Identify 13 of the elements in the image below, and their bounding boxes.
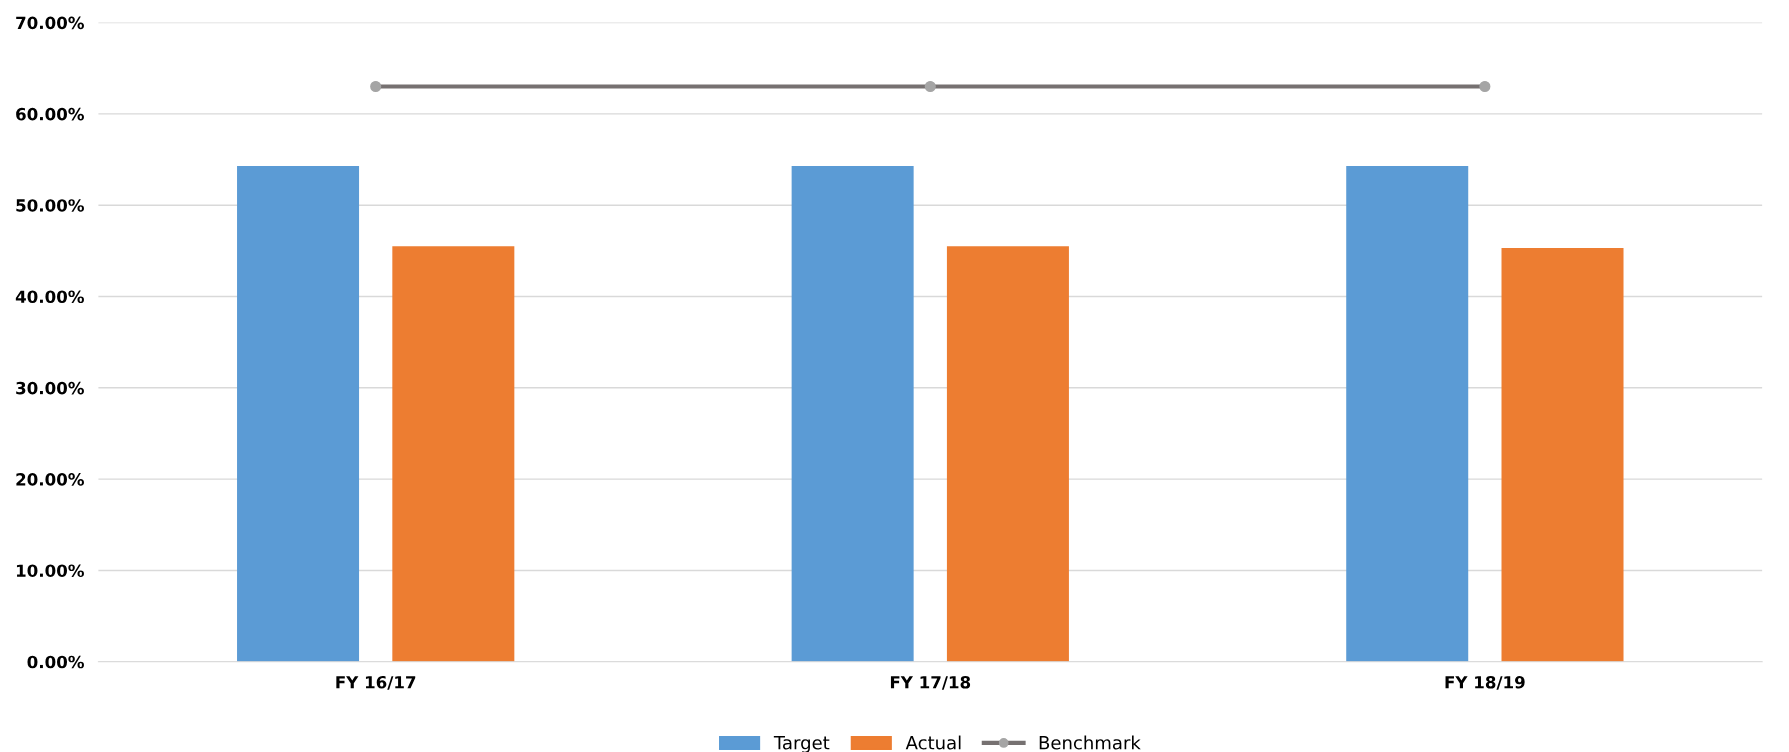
legend-label: Actual [905,735,961,750]
y-tick-label: 40.00% [15,290,84,304]
y-tick-label: 30.00% [16,381,84,395]
x-tick-label: FY 17/18 [890,675,971,690]
x-tick-label: FY 16/17 [336,675,416,690]
y-tick-label: 10.00% [16,564,84,578]
y-tick-label: 70.00% [16,16,84,30]
x-tick-label: FY 18/19 [1445,675,1525,690]
legend-label: Benchmark [1039,735,1141,750]
y-tick-label: 60.00% [16,107,84,121]
y-tick-label: 20.00% [16,473,84,486]
y-tick-label: 0.00% [27,655,84,669]
y-tick-label: 50.00% [16,199,84,212]
